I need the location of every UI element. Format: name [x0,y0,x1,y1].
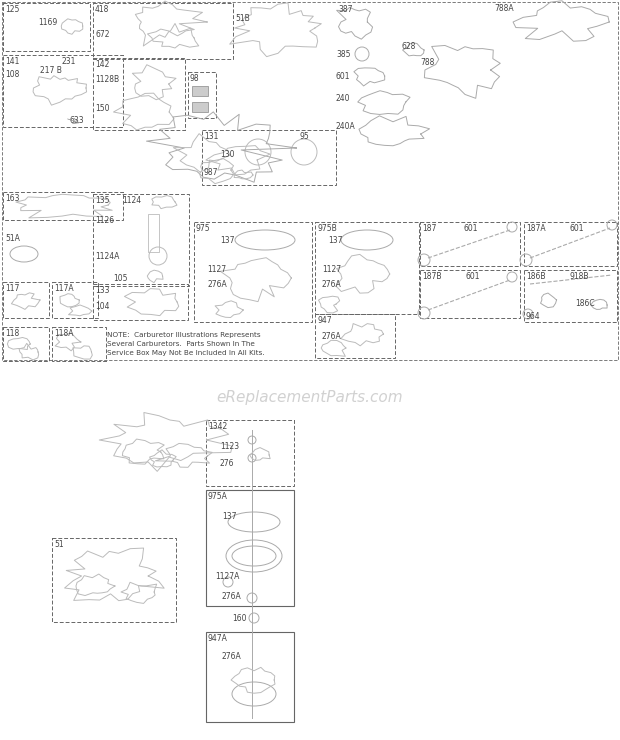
Text: 231: 231 [62,57,76,66]
Text: 788: 788 [420,58,435,67]
Text: 187B: 187B [422,272,441,281]
Text: 601: 601 [464,224,479,233]
Text: 672: 672 [95,30,110,39]
Text: 240: 240 [336,94,350,103]
Text: 1342: 1342 [208,422,228,431]
Text: 601: 601 [466,272,480,281]
Text: 98: 98 [190,74,200,83]
Text: 628: 628 [402,42,417,51]
Text: 118: 118 [5,329,19,338]
Text: 633: 633 [70,116,84,125]
Text: 947A: 947A [208,634,228,643]
Text: 125: 125 [5,5,19,14]
Text: 95: 95 [300,132,310,141]
Text: 918B: 918B [570,272,590,281]
Text: 130: 130 [220,150,234,159]
Text: 276: 276 [220,459,234,468]
Text: 1169: 1169 [38,18,57,27]
Text: 975B: 975B [317,224,337,233]
Text: eReplacementParts.com: eReplacementParts.com [216,390,404,405]
Text: 276A: 276A [222,592,242,601]
Text: 117A: 117A [54,284,74,293]
Text: 1127: 1127 [322,265,341,274]
Text: 385: 385 [336,50,350,59]
Text: 186B: 186B [526,272,546,281]
Text: 135: 135 [95,196,110,205]
Text: NOTE:  Carburetor Illustrations Represents
Several Carburetors.  Parts Shown In : NOTE: Carburetor Illustrations Represent… [107,332,265,356]
Text: 418: 418 [95,5,109,14]
Text: 51A: 51A [5,234,20,243]
Text: 108: 108 [5,70,19,79]
Text: 240A: 240A [336,122,356,131]
Text: 964: 964 [526,312,541,321]
Text: 788A: 788A [494,4,513,13]
Text: 601: 601 [336,72,350,81]
Text: 217 B: 217 B [40,66,62,75]
Text: 1123: 1123 [220,442,239,451]
Text: 276A: 276A [322,280,342,289]
Text: 133: 133 [95,286,110,295]
Text: 160: 160 [232,614,247,623]
Text: 105: 105 [113,274,128,283]
Text: 1128B: 1128B [95,75,119,84]
Text: 975A: 975A [208,492,228,501]
Text: 1127A: 1127A [215,572,239,581]
Bar [192,102,208,112]
Text: 975: 975 [196,224,211,233]
Text: 1126: 1126 [95,216,114,225]
Text: 276A: 276A [207,280,227,289]
Text: 1124: 1124 [122,196,141,205]
Text: 142: 142 [95,60,109,69]
Text: 163: 163 [5,194,19,203]
Text: 137: 137 [220,236,234,245]
Text: 51B: 51B [235,14,250,23]
Text: 987: 987 [204,168,218,177]
Text: 104: 104 [95,302,110,311]
Text: 137: 137 [222,512,236,521]
Text: 150: 150 [95,104,110,113]
Text: 947: 947 [317,316,332,325]
Text: 1124A: 1124A [95,252,120,261]
Text: 187: 187 [422,224,436,233]
Text: 117: 117 [5,284,19,293]
Text: 131: 131 [204,132,218,141]
Text: 118A: 118A [54,329,74,338]
Text: 51: 51 [54,540,64,549]
Text: 276A: 276A [322,332,342,341]
Text: 187A: 187A [526,224,546,233]
Bar [192,86,208,96]
Text: 601: 601 [570,224,585,233]
Text: 276A: 276A [222,652,242,661]
Text: 186C: 186C [575,299,595,308]
Bar [148,214,159,252]
Text: 387: 387 [338,5,353,14]
Text: 141: 141 [5,57,19,66]
Text: 1127: 1127 [207,265,226,274]
Text: 137: 137 [328,236,342,245]
